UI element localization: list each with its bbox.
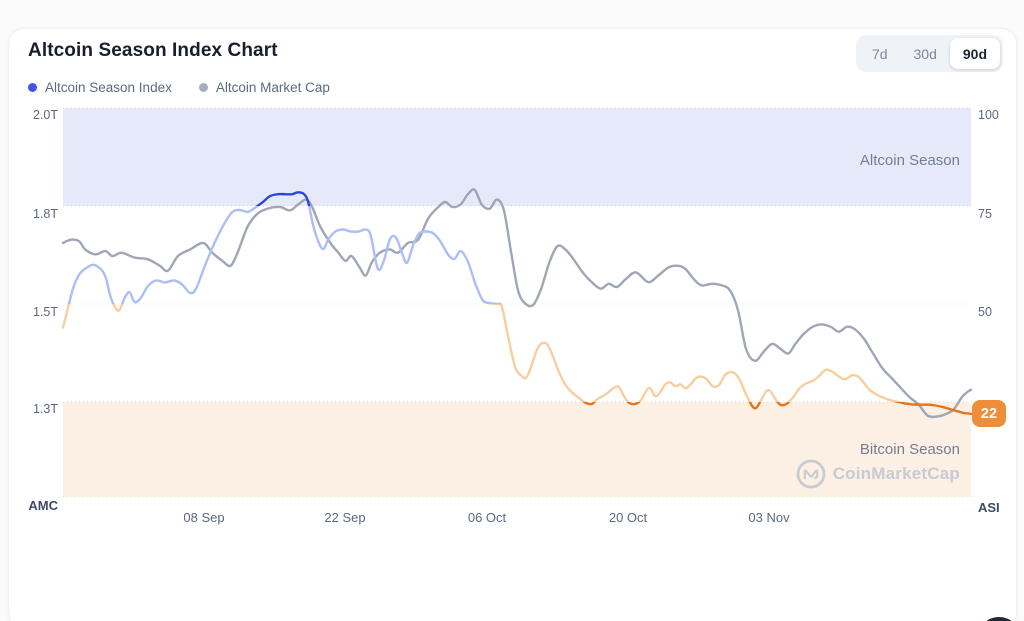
- bitcoin-season-band-label: Bitcoin Season: [859, 441, 960, 458]
- legend-item-altcoin-season-index[interactable]: Altcoin Season Index: [28, 80, 172, 95]
- floating-action-button[interactable]: [977, 617, 1021, 621]
- y-left-tick-1-8t: 1.8T: [32, 207, 58, 221]
- x-axis-label-22-sep: 22 Sep: [324, 510, 366, 525]
- legend-dot-icon: [198, 83, 208, 92]
- legend-dot-icon: [28, 83, 37, 92]
- legend-label: Altcoin Market Cap: [215, 80, 330, 95]
- range-button-90d[interactable]: 90d: [949, 38, 1000, 69]
- range-switcher: 7d 30d 90d: [855, 35, 1003, 72]
- x-axis-label-08-sep: 08 Sep: [183, 510, 225, 525]
- series-legend: Altcoin Season Index Altcoin Market Cap: [28, 80, 330, 95]
- x-axis-label-20-oct: 20 Oct: [608, 510, 648, 525]
- coinmarketcap-logo-icon: [796, 459, 826, 489]
- y-right-tick-100: 100: [978, 108, 999, 122]
- y-right-tick-75: 75: [978, 207, 992, 221]
- y-left-tick-2-0t: 2.0T: [32, 108, 58, 122]
- current-value-badge: 22: [972, 400, 1006, 427]
- range-button-7d[interactable]: 7d: [859, 38, 901, 69]
- page-title: Altcoin Season Index Chart: [28, 40, 278, 61]
- y-right-axis-name: ASI: [978, 500, 1000, 515]
- x-axis-label-03-nov: 03 Nov: [748, 510, 790, 525]
- range-button-30d[interactable]: 30d: [901, 38, 950, 69]
- y-left-tick-1-5t: 1.5T: [32, 305, 58, 319]
- coinmarketcap-wordmark: CoinMarketCap: [832, 464, 960, 483]
- legend-label: Altcoin Season Index: [45, 80, 172, 95]
- y-left-tick-1-3t: 1.3T: [32, 402, 58, 416]
- x-axis-label-06-oct: 06 Oct: [467, 510, 507, 525]
- legend-item-altcoin-market-cap[interactable]: Altcoin Market Cap: [198, 80, 330, 95]
- y-left-axis-name: AMC: [28, 498, 58, 513]
- bitcoin-season-watermark: Bitcoin Season CoinMarketCap: [796, 441, 960, 489]
- altcoin-season-band-label: Altcoin Season: [859, 152, 960, 169]
- y-right-tick-50: 50: [978, 305, 992, 319]
